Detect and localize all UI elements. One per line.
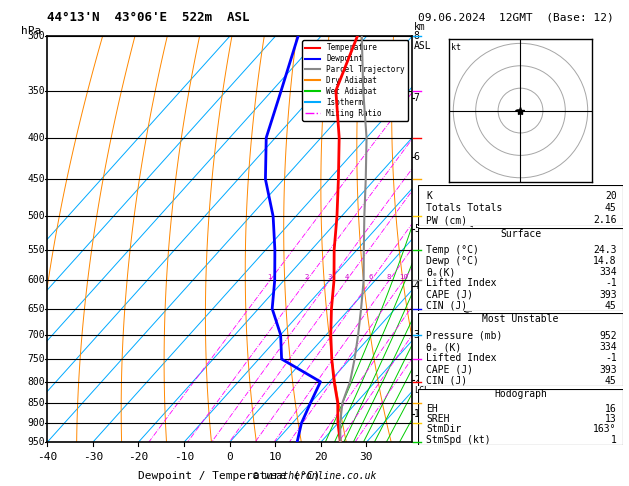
Text: 6: 6 [369, 275, 373, 280]
Text: K: K [426, 191, 432, 202]
Text: 5: 5 [414, 224, 420, 234]
Text: 300: 300 [28, 32, 45, 41]
Text: 4: 4 [414, 281, 420, 291]
Text: Lifted Index: Lifted Index [426, 353, 497, 364]
Text: 500: 500 [28, 211, 45, 221]
Text: 10: 10 [269, 452, 282, 462]
Text: 550: 550 [28, 245, 45, 255]
Text: km: km [414, 22, 426, 33]
Text: 2: 2 [414, 375, 420, 384]
Legend: Temperature, Dewpoint, Parcel Trajectory, Dry Adiabat, Wet Adiabat, Isotherm, Mi: Temperature, Dewpoint, Parcel Trajectory… [302, 40, 408, 121]
Text: SREH: SREH [426, 414, 450, 424]
Text: © weatheronline.co.uk: © weatheronline.co.uk [253, 471, 376, 481]
Text: -1: -1 [605, 278, 616, 289]
Text: Dewpoint / Temperature (°C): Dewpoint / Temperature (°C) [138, 470, 321, 481]
Text: 334: 334 [599, 342, 616, 352]
Text: 16: 16 [605, 404, 616, 414]
Text: 163°: 163° [593, 424, 616, 434]
Text: hPa: hPa [21, 26, 41, 36]
Text: 450: 450 [28, 174, 45, 184]
Text: 8: 8 [414, 32, 420, 41]
Text: Temp (°C): Temp (°C) [426, 245, 479, 256]
FancyBboxPatch shape [418, 228, 623, 311]
Text: θₑ (K): θₑ (K) [426, 342, 462, 352]
Text: Lifted Index: Lifted Index [426, 278, 497, 289]
Text: 350: 350 [28, 86, 45, 96]
Text: 750: 750 [28, 354, 45, 364]
Text: 393: 393 [599, 290, 616, 299]
FancyBboxPatch shape [418, 313, 623, 386]
Text: 700: 700 [28, 330, 45, 340]
Text: 800: 800 [28, 377, 45, 387]
Text: θₑ(K): θₑ(K) [426, 267, 456, 278]
Text: Most Unstable: Most Unstable [482, 314, 559, 324]
Text: 44°13'N  43°06'E  522m  ASL: 44°13'N 43°06'E 522m ASL [47, 11, 250, 23]
Text: 14.8: 14.8 [593, 257, 616, 266]
Text: 600: 600 [28, 276, 45, 285]
Text: 13: 13 [605, 414, 616, 424]
Text: 400: 400 [28, 133, 45, 143]
Text: 45: 45 [605, 300, 616, 311]
Text: 850: 850 [28, 398, 45, 408]
Text: -1: -1 [605, 353, 616, 364]
Text: 1: 1 [414, 409, 420, 419]
Text: Mixing Ratio (g/kg): Mixing Ratio (g/kg) [465, 204, 476, 315]
Text: Surface: Surface [500, 229, 541, 239]
Text: 3: 3 [328, 275, 332, 280]
Text: 952: 952 [599, 331, 616, 341]
Text: 20: 20 [314, 452, 328, 462]
Text: 650: 650 [28, 304, 45, 313]
Text: kt: kt [451, 43, 461, 52]
Text: 1: 1 [268, 275, 272, 280]
Text: -40: -40 [37, 452, 57, 462]
Text: 30: 30 [360, 452, 373, 462]
FancyBboxPatch shape [418, 185, 623, 226]
Text: 2.16: 2.16 [593, 215, 616, 225]
Text: StmDir: StmDir [426, 424, 462, 434]
Text: 900: 900 [28, 418, 45, 428]
Text: 45: 45 [605, 203, 616, 213]
Text: 950: 950 [28, 437, 45, 447]
Text: 10: 10 [399, 275, 408, 280]
Text: 45: 45 [605, 376, 616, 386]
Text: 3: 3 [414, 330, 420, 340]
Text: -30: -30 [82, 452, 103, 462]
Text: PW (cm): PW (cm) [426, 215, 467, 225]
Text: Dewp (°C): Dewp (°C) [426, 257, 479, 266]
Text: 393: 393 [599, 364, 616, 375]
Text: 7: 7 [414, 93, 420, 103]
Text: 0: 0 [226, 452, 233, 462]
Text: Hodograph: Hodograph [494, 389, 547, 399]
Text: 20: 20 [605, 191, 616, 202]
Text: CIN (J): CIN (J) [426, 376, 467, 386]
Text: 6: 6 [414, 153, 420, 162]
Text: 334: 334 [599, 267, 616, 278]
Text: CIN (J): CIN (J) [426, 300, 467, 311]
Text: 24.3: 24.3 [593, 245, 616, 256]
Text: 09.06.2024  12GMT  (Base: 12): 09.06.2024 12GMT (Base: 12) [418, 12, 614, 22]
Text: 2: 2 [304, 275, 309, 280]
Text: ASL: ASL [414, 40, 431, 51]
Text: EH: EH [426, 404, 438, 414]
Text: 8: 8 [387, 275, 391, 280]
Text: 4: 4 [344, 275, 348, 280]
Text: Pressure (mb): Pressure (mb) [426, 331, 503, 341]
Text: LCL: LCL [414, 386, 429, 395]
Text: CAPE (J): CAPE (J) [426, 290, 474, 299]
Text: -10: -10 [174, 452, 194, 462]
FancyBboxPatch shape [418, 389, 623, 445]
Text: StmSpd (kt): StmSpd (kt) [426, 434, 491, 445]
Text: CAPE (J): CAPE (J) [426, 364, 474, 375]
Text: -20: -20 [128, 452, 148, 462]
Text: Totals Totals: Totals Totals [426, 203, 503, 213]
Text: 1: 1 [611, 434, 616, 445]
